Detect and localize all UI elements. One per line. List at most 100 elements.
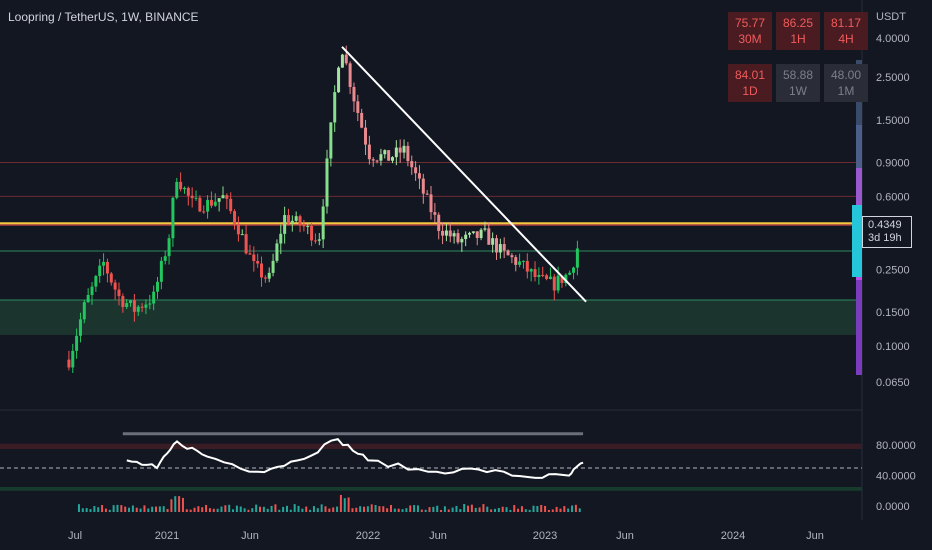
candle [113,282,117,290]
candle [194,197,198,199]
candle [329,122,333,159]
candle [229,198,233,212]
volume-bar [197,506,200,512]
candle [556,275,560,291]
candle [548,276,552,279]
candle [537,274,541,278]
candle [452,233,456,237]
candle [479,229,483,239]
candle [398,147,402,153]
rsi-timeframe: 1M [837,84,855,98]
candle [225,195,229,199]
candle [387,150,391,161]
volume-bar [351,508,354,512]
volume-bar [416,505,419,512]
rsi-value: 58.88 [782,68,814,82]
volume-bar [170,499,173,512]
volume-bar [332,507,335,512]
candle [367,144,371,160]
volume-bar [201,507,204,512]
time-tick: 2022 [356,530,380,542]
volume-bar [524,509,527,512]
candle [333,92,337,123]
volume-bar [101,505,104,512]
candle [494,238,498,253]
volume-bar [486,506,489,512]
candle [460,239,464,243]
candles [67,45,579,373]
candle [186,187,190,196]
current-price: 0.4349 [868,219,902,231]
volume-bar [89,509,92,512]
candle [298,216,302,226]
volume-bar [339,494,342,512]
time-tick: 2021 [155,530,179,542]
rsi-timeframe: 4H [838,32,854,46]
candle [441,230,445,236]
candle [437,214,441,231]
candle [152,291,156,304]
candle [321,206,325,240]
candle [433,212,437,215]
candle [233,211,237,224]
candle [572,267,576,273]
candle [456,233,460,243]
time-tick: Jun [429,530,447,542]
candle [487,228,491,245]
volume-bar [120,505,123,512]
volume-bar [517,508,520,512]
volume-bar [316,508,319,512]
volume-bar [270,505,273,512]
candle [260,263,264,278]
volume-bar [216,508,219,512]
candle [156,281,160,292]
volume-bar [366,506,369,512]
candle [102,261,106,266]
candle [175,181,179,198]
candle [464,234,468,240]
price-tick: 0.2500 [876,265,910,277]
candle [86,294,90,303]
candle [444,230,448,236]
price-tick: 0.1500 [876,307,910,319]
volume-bar [205,504,208,512]
candle [125,303,129,307]
volume-bar [297,505,300,512]
volume-bar [436,505,439,512]
candle [348,63,352,87]
candle [364,127,368,145]
volume-bar [185,509,188,512]
candle [529,269,533,272]
candle [275,243,279,261]
volume-bar [220,506,223,512]
rsi-line [126,437,584,479]
candle [78,319,82,336]
candle [163,256,167,261]
volume-bar [413,505,416,512]
rsi-value: 84.01 [734,68,766,82]
candle [121,296,125,307]
rsi-timeframe: 1W [789,84,807,98]
candle [375,160,379,162]
candle [360,112,364,128]
candle [356,101,360,113]
volume-bar [520,506,523,512]
volume-bar [262,506,265,512]
volume-bar [540,504,543,512]
candle [421,178,425,194]
volume-bar [578,508,581,512]
volume-bar [359,506,362,512]
candle [82,302,86,320]
volume-bar [474,507,477,512]
candle [502,244,506,251]
candle [521,260,525,262]
rsi-cell-4h: 81.17 4H [824,12,868,50]
candle [182,187,186,190]
volume-bar [324,506,327,512]
volume-bar [81,508,84,512]
price-tick: 0.0650 [876,377,910,389]
candle [525,260,529,272]
candle [109,273,113,283]
candle [294,216,298,221]
candle [213,201,217,206]
